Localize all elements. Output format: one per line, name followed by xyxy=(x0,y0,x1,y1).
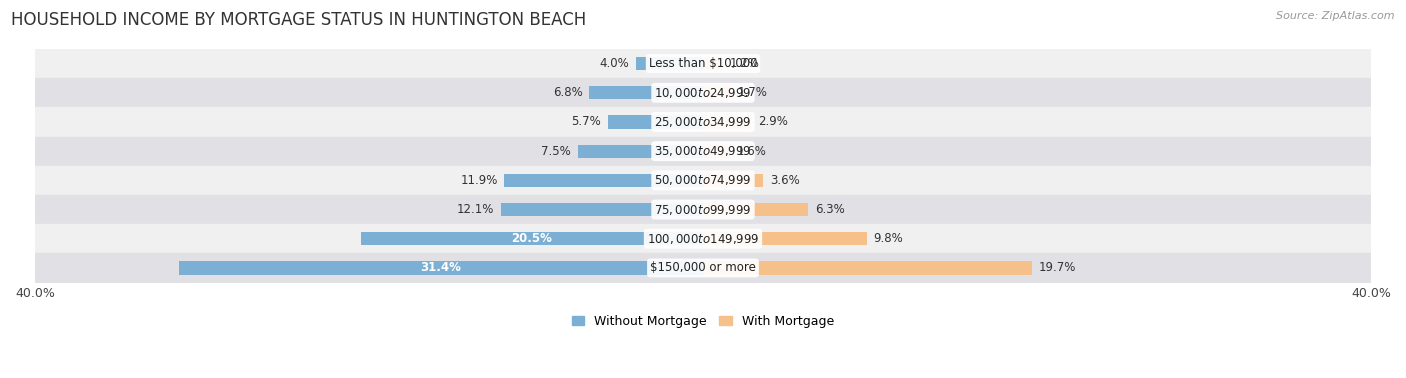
Bar xyxy=(703,57,723,70)
Text: 1.7%: 1.7% xyxy=(738,86,768,99)
Bar xyxy=(703,86,731,99)
Text: 31.4%: 31.4% xyxy=(420,262,461,274)
Text: 11.9%: 11.9% xyxy=(460,174,498,187)
Bar xyxy=(35,253,1371,282)
Bar xyxy=(501,203,703,216)
Text: 6.8%: 6.8% xyxy=(553,86,582,99)
Text: $150,000 or more: $150,000 or more xyxy=(650,262,756,274)
Text: $10,000 to $24,999: $10,000 to $24,999 xyxy=(654,86,752,100)
Text: Less than $10,000: Less than $10,000 xyxy=(648,57,758,70)
Text: 1.2%: 1.2% xyxy=(730,57,759,70)
Text: 12.1%: 12.1% xyxy=(457,203,495,216)
Bar xyxy=(35,49,1371,78)
Bar xyxy=(703,174,763,187)
Bar xyxy=(703,115,751,129)
Text: 7.5%: 7.5% xyxy=(541,145,571,158)
Bar xyxy=(35,195,1371,224)
Bar xyxy=(607,115,703,129)
Bar xyxy=(35,224,1371,253)
Bar xyxy=(505,174,703,187)
Bar xyxy=(360,232,703,245)
Bar xyxy=(636,57,703,70)
Text: 9.8%: 9.8% xyxy=(873,232,903,245)
Text: $25,000 to $34,999: $25,000 to $34,999 xyxy=(654,115,752,129)
Text: $35,000 to $49,999: $35,000 to $49,999 xyxy=(654,144,752,158)
Bar xyxy=(35,166,1371,195)
Text: $75,000 to $99,999: $75,000 to $99,999 xyxy=(654,203,752,217)
Text: 3.6%: 3.6% xyxy=(770,174,800,187)
Text: 4.0%: 4.0% xyxy=(600,57,630,70)
Bar xyxy=(703,145,730,158)
Text: $100,000 to $149,999: $100,000 to $149,999 xyxy=(647,232,759,246)
Bar xyxy=(35,107,1371,136)
Bar xyxy=(589,86,703,99)
Text: 5.7%: 5.7% xyxy=(571,116,602,129)
Text: HOUSEHOLD INCOME BY MORTGAGE STATUS IN HUNTINGTON BEACH: HOUSEHOLD INCOME BY MORTGAGE STATUS IN H… xyxy=(11,11,586,29)
Text: 1.6%: 1.6% xyxy=(737,145,766,158)
Legend: Without Mortgage, With Mortgage: Without Mortgage, With Mortgage xyxy=(572,314,834,328)
Text: 20.5%: 20.5% xyxy=(512,232,553,245)
Text: Source: ZipAtlas.com: Source: ZipAtlas.com xyxy=(1277,11,1395,21)
Text: $50,000 to $74,999: $50,000 to $74,999 xyxy=(654,174,752,187)
Bar xyxy=(703,261,1032,274)
Text: 19.7%: 19.7% xyxy=(1039,262,1076,274)
Bar xyxy=(35,78,1371,107)
Bar xyxy=(35,136,1371,166)
Text: 6.3%: 6.3% xyxy=(815,203,845,216)
Bar xyxy=(179,261,703,274)
Text: 2.9%: 2.9% xyxy=(758,116,787,129)
Bar xyxy=(703,232,866,245)
Bar xyxy=(578,145,703,158)
Bar xyxy=(703,203,808,216)
